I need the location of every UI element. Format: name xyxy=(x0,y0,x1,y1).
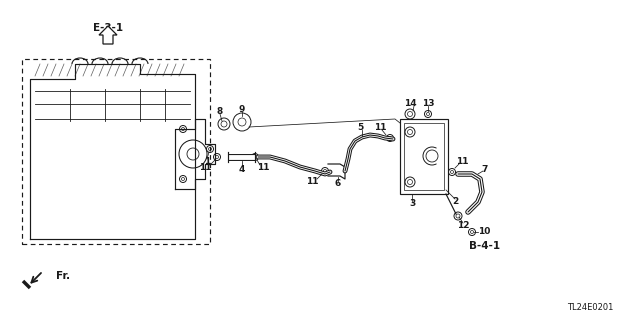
Text: 9: 9 xyxy=(239,105,245,114)
Text: TL24E0201: TL24E0201 xyxy=(567,302,613,311)
Text: 1: 1 xyxy=(204,158,210,167)
Text: 5: 5 xyxy=(357,122,363,131)
Text: 13: 13 xyxy=(422,99,435,108)
Text: 12: 12 xyxy=(457,221,469,231)
Text: 11: 11 xyxy=(199,162,211,172)
Text: 6: 6 xyxy=(335,180,341,189)
Text: 11: 11 xyxy=(456,158,468,167)
Text: 11: 11 xyxy=(257,162,269,172)
Text: 10: 10 xyxy=(478,227,490,236)
Bar xyxy=(22,59,210,244)
Text: Fr.: Fr. xyxy=(56,271,70,281)
Bar xyxy=(404,123,444,190)
Text: B-4-1: B-4-1 xyxy=(469,241,500,251)
Text: 7: 7 xyxy=(482,165,488,174)
Text: 11: 11 xyxy=(306,176,318,186)
Text: 3: 3 xyxy=(409,199,415,209)
Polygon shape xyxy=(99,26,117,44)
Bar xyxy=(400,119,448,194)
Text: 11: 11 xyxy=(374,122,387,131)
Text: 8: 8 xyxy=(217,107,223,115)
Text: 4: 4 xyxy=(239,165,245,174)
Text: 2: 2 xyxy=(452,197,458,206)
Text: E-3-1: E-3-1 xyxy=(93,23,123,33)
Text: 14: 14 xyxy=(404,99,416,108)
